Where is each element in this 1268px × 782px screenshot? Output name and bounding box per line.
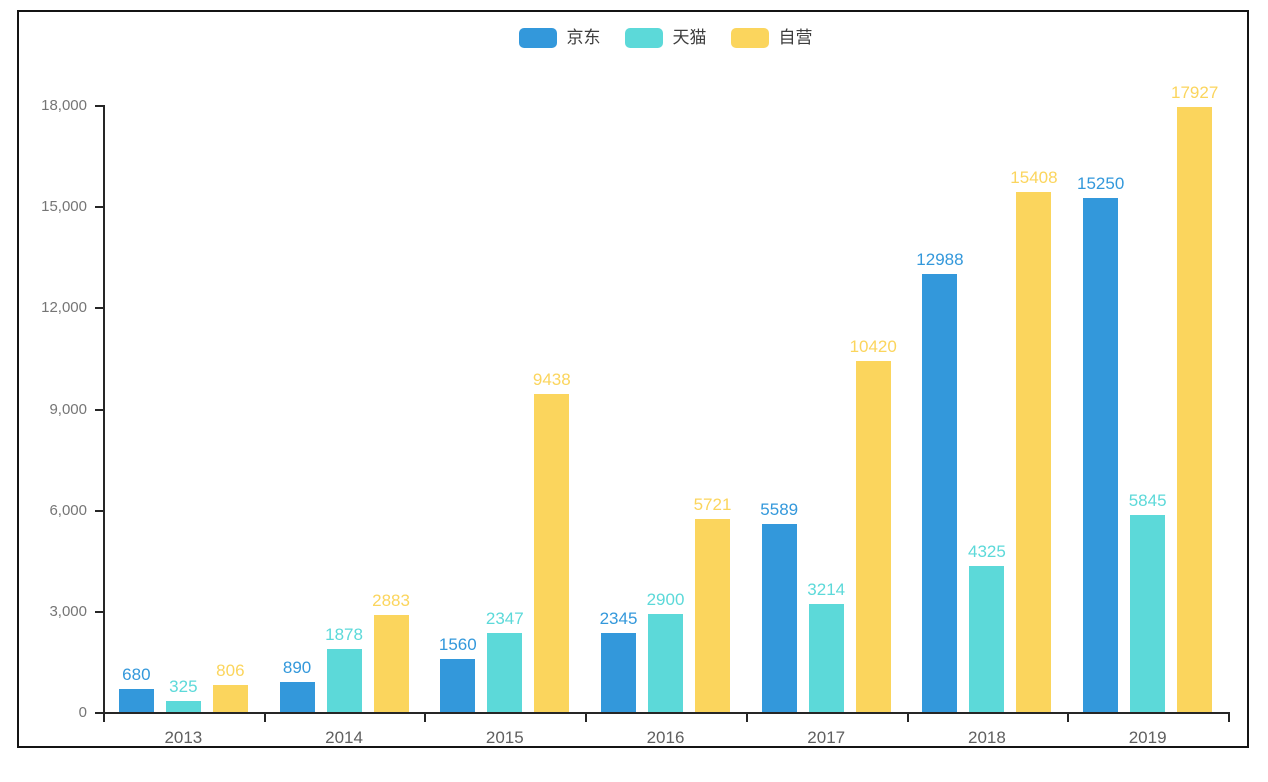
bar-value-label: 10420: [849, 337, 897, 356]
plot-area: 0 3,000 6,000 9,000 12,000 15,000 18,000 2013 20…: [19, 12, 1248, 747]
x-axis-line: [103, 712, 1230, 714]
y-axis-tick-label: 15,000: [41, 198, 87, 216]
x-axis-tick: [585, 714, 588, 722]
bar-value-label: 1878: [325, 625, 363, 644]
bar-天猫-2013[interactable]: [165, 701, 201, 712]
x-axis-tick: [745, 714, 748, 722]
bar-自营-2013[interactable]: [212, 685, 248, 712]
x-axis-category-label: 2014: [325, 728, 363, 747]
y-axis-tick-label: 12,000: [41, 299, 87, 317]
bar-自营-2019[interactable]: [1177, 107, 1213, 712]
x-axis-tick: [1067, 714, 1070, 722]
y-axis-tick: [95, 206, 103, 209]
x-axis-category-label: 2015: [485, 728, 524, 747]
y-axis-line: [103, 105, 105, 714]
bar-自营-2017[interactable]: [855, 361, 891, 712]
y-axis-tick: [95, 610, 103, 613]
legend-item-0[interactable]: 京东: [518, 28, 601, 48]
bar-自营-2018[interactable]: [1016, 192, 1052, 712]
bar-value-label: 9438: [532, 370, 571, 389]
bar-value-label: 890: [282, 658, 312, 677]
bar-value-label: 3214: [807, 580, 846, 599]
x-axis-tick: [103, 714, 105, 722]
legend-label: 天猫: [672, 28, 707, 47]
bar-value-label: 325: [169, 677, 198, 696]
bar-京东-2017[interactable]: [761, 524, 797, 712]
bar-京东-2019[interactable]: [1083, 198, 1119, 712]
legend-swatch-icon: [624, 28, 663, 48]
bar-天猫-2018[interactable]: [969, 566, 1005, 712]
bar-天猫-2017[interactable]: [808, 604, 844, 712]
y-axis-tick-label: 18,000: [41, 97, 87, 114]
x-axis-category-label: 2013: [164, 728, 203, 747]
bar-自营-2015[interactable]: [534, 394, 570, 712]
bar-value-label: 1560: [438, 635, 477, 654]
legend-item-1[interactable]: 天猫: [624, 28, 707, 48]
bar-value-label: 2347: [485, 609, 524, 628]
bar-京东-2016[interactable]: [601, 633, 636, 712]
x-axis-tick: [263, 714, 266, 722]
legend-label: 京东: [566, 28, 601, 47]
bar-value-label: 15408: [1010, 168, 1058, 187]
legend-label: 自营: [778, 28, 813, 47]
y-axis-tick: [95, 307, 103, 310]
y-axis-tick-label: 9,000: [49, 400, 87, 418]
chart-frame: 京东 天猫 自营 0 3,000 6,000 9,000 12,000 15,000 18,00…: [17, 10, 1249, 748]
y-axis-tick: [95, 408, 103, 411]
bar-京东-2013[interactable]: [118, 689, 154, 712]
y-axis-tick: [95, 712, 103, 714]
bar-value-label: 5721: [693, 495, 732, 514]
bar-自营-2016[interactable]: [695, 519, 730, 712]
y-axis-tick-label: 6,000: [49, 501, 87, 519]
x-axis-tick: [906, 714, 909, 722]
y-axis-tick-label: 3,000: [49, 602, 87, 620]
bar-天猫-2016[interactable]: [648, 614, 683, 712]
legend-item-2[interactable]: 自营: [730, 28, 813, 48]
bar-京东-2014[interactable]: [279, 682, 315, 712]
bar-value-label: 806: [216, 661, 245, 680]
bar-京东-2018[interactable]: [922, 274, 958, 712]
bar-value-label: 17927: [1171, 83, 1219, 102]
chart-legend: 京东 天猫 自营: [103, 27, 1228, 49]
bar-天猫-2014[interactable]: [326, 649, 362, 712]
bar-value-label: 12988: [916, 250, 964, 269]
x-axis-tick: [1228, 714, 1230, 722]
x-axis-category-label: 2017: [807, 728, 846, 747]
legend-swatch-icon: [518, 28, 557, 48]
bar-value-label: 2883: [372, 591, 410, 610]
y-axis-tick: [95, 105, 103, 107]
bar-value-label: 2900: [646, 590, 685, 609]
bar-自营-2014[interactable]: [373, 615, 409, 712]
x-axis-tick: [424, 714, 427, 722]
y-axis-tick-label: 0: [78, 704, 87, 721]
bar-value-label: 680: [122, 665, 151, 684]
bar-value-label: 2345: [599, 609, 638, 628]
bar-value-label: 5589: [760, 500, 799, 519]
x-axis-category-label: 2019: [1128, 728, 1167, 747]
x-axis-category-label: 2016: [646, 728, 685, 747]
bar-京东-2015[interactable]: [440, 659, 476, 712]
bar-天猫-2019[interactable]: [1130, 515, 1166, 712]
bar-天猫-2015[interactable]: [487, 633, 523, 712]
bar-value-label: 15250: [1077, 174, 1125, 193]
bar-value-label: 4325: [968, 542, 1006, 561]
x-axis-category-label: 2018: [968, 728, 1006, 747]
legend-swatch-icon: [730, 28, 769, 48]
y-axis-tick: [95, 509, 103, 512]
bar-value-label: 5845: [1128, 491, 1167, 510]
